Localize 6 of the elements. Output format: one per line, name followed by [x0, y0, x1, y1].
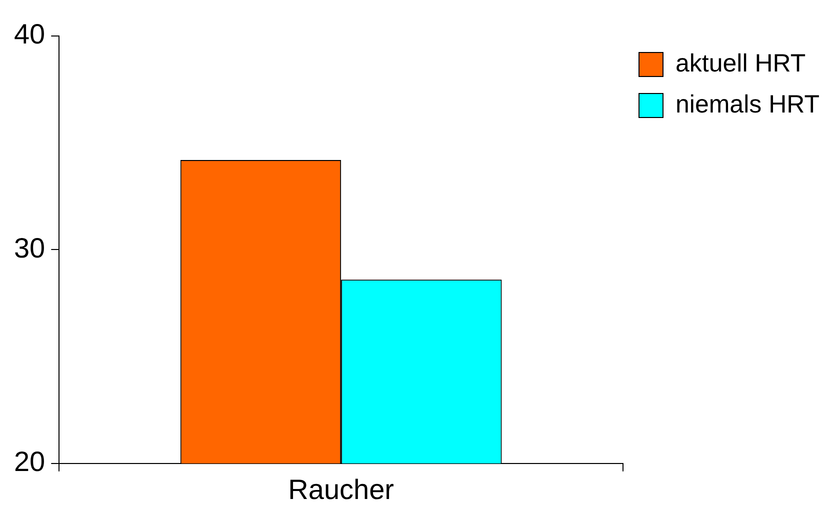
y-tick-label: 20 — [14, 446, 46, 478]
legend-label: aktuell HRT — [676, 49, 806, 78]
legend-label: niemals HRT — [676, 90, 820, 118]
y-tick-label: 30 — [14, 232, 46, 264]
x-tick-label: Raucher — [288, 474, 394, 505]
y-tick-label: 40 — [14, 18, 46, 50]
